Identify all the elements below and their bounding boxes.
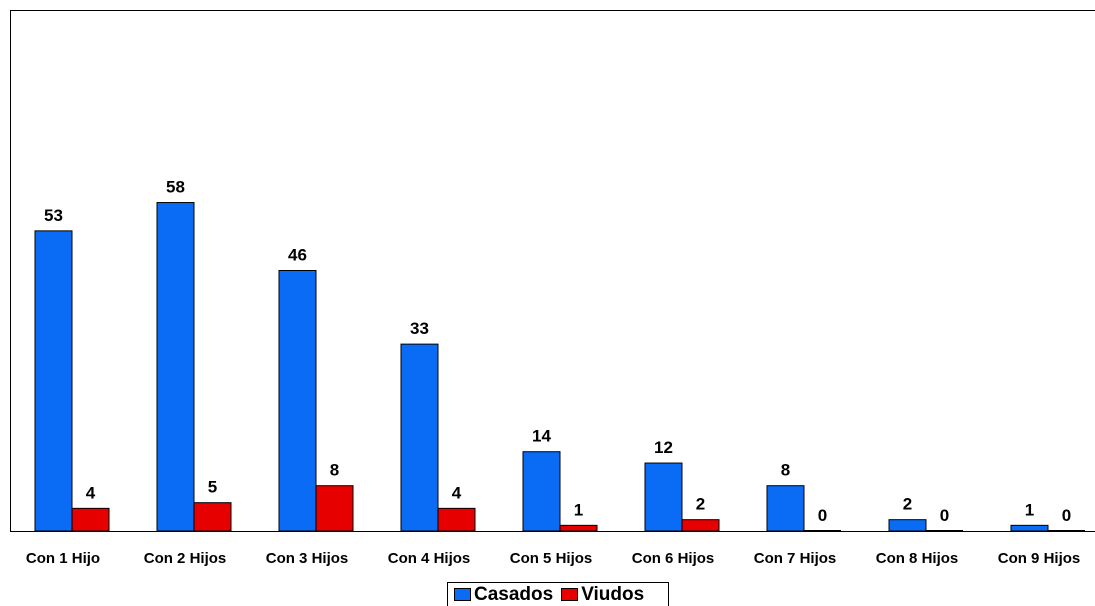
data-label-casados-9: 1 [1025,500,1034,519]
data-label-casados-8: 2 [903,495,912,514]
bar-casados-1 [34,230,73,532]
plot-area [10,10,1095,532]
x-tick-label-2: Con 2 Hijos [144,550,227,567]
legend-label-viudos: Viudos [581,583,645,605]
data-label-casados-7: 8 [781,461,790,480]
data-label-viudos-4: 4 [452,483,462,502]
bar-casados-4 [400,343,439,532]
bar-viudos-6 [681,519,720,532]
bar-viudos-4 [437,507,476,532]
data-label-casados-4: 33 [410,319,429,338]
bar-viudos-1 [71,507,110,532]
data-label-casados-5: 14 [532,427,551,446]
x-tick-label-9: Con 9 Hijos [998,550,1081,567]
data-label-viudos-5: 1 [574,500,583,519]
bar-casados-6 [644,462,683,532]
x-tick-label-5: Con 5 Hijos [510,550,593,567]
bar-casados-2 [156,202,195,532]
bar-casados-3 [278,270,317,532]
data-label-viudos-9: 0 [1062,506,1071,525]
legend-label-casados: Casados [474,583,554,605]
data-label-casados-1: 53 [44,206,63,225]
data-label-viudos-1: 4 [86,483,96,502]
bar-viudos-3 [315,485,354,532]
x-tick-label-3: Con 3 Hijos [266,550,349,567]
data-label-casados-2: 58 [166,178,185,197]
x-tick-label-8: Con 8 Hijos [876,550,959,567]
data-label-viudos-2: 5 [208,478,217,497]
bar-viudos-5 [559,524,598,532]
x-tick-label-7: Con 7 Hijos [754,550,837,567]
data-label-viudos-7: 0 [818,506,827,525]
legend-swatch-casados [454,588,471,601]
bar-casados-7 [766,485,805,532]
legend-item-viudos: Viudos [561,584,644,606]
x-tick-label-6: Con 6 Hijos [632,550,715,567]
bar-casados-9 [1010,524,1049,532]
data-label-casados-3: 46 [288,246,307,265]
bar-casados-8 [888,519,927,532]
bar-viudos-2 [193,502,232,532]
data-label-viudos-6: 2 [696,495,705,514]
legend: Casados Viudos [447,582,669,606]
data-label-viudos-8: 0 [940,506,949,525]
legend-item-casados: Casados [454,584,553,606]
x-tick-label-1: Con 1 Hijo [26,550,100,567]
data-label-viudos-3: 8 [330,461,339,480]
x-tick-label-4: Con 4 Hijos [388,550,471,567]
legend-swatch-viudos [561,588,579,601]
bar-casados-5 [522,451,561,532]
data-label-casados-6: 12 [654,438,673,457]
